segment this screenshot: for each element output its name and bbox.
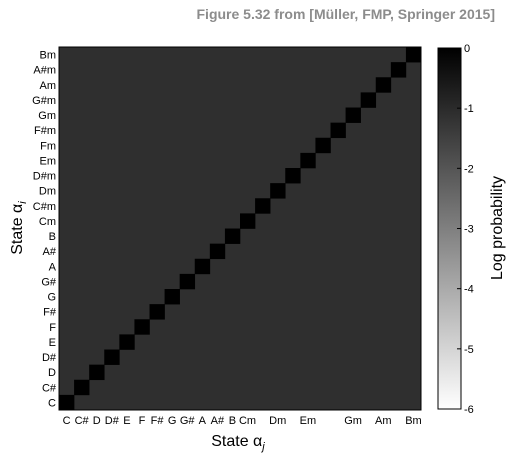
y-axis-label-subscript: i — [17, 201, 29, 204]
heatmap-cell-fsharp — [149, 304, 165, 320]
y-tick-label: F — [49, 322, 56, 334]
y-tick-label: A — [49, 261, 57, 273]
x-tick-label: Gm — [344, 415, 362, 427]
colorbar-tick-label: -2 — [464, 163, 474, 175]
heatmap-cell-bm — [405, 47, 422, 63]
y-tick-label: Dm — [39, 186, 56, 198]
x-axis-label: State αj — [211, 433, 265, 453]
x-tick-label: Bm — [405, 415, 422, 427]
heatmap-cell-csharpm — [255, 198, 271, 214]
heatmap-cell-f — [134, 319, 150, 335]
y-tick-label: A# — [43, 246, 57, 258]
x-tick-label: C# — [75, 415, 90, 427]
y-tick-label: C#m — [33, 201, 56, 213]
x-tick-label: A — [199, 415, 207, 427]
heatmap-cell-a — [194, 258, 211, 275]
heatmap-cell-asharp — [209, 243, 226, 260]
x-axis-label-main: State α — [211, 433, 262, 450]
y-tick-label: C — [48, 397, 56, 409]
y-tick-label: C# — [42, 382, 57, 394]
x-axis-label-subscript: j — [260, 441, 265, 453]
heatmap-cell-em — [300, 152, 316, 169]
y-tick-label: Em — [40, 155, 57, 167]
y-tick-label: D#m — [33, 171, 56, 183]
plot-frame — [58, 46, 422, 411]
x-tick-label: G# — [180, 415, 196, 427]
heatmap-cell-dsharpm — [285, 168, 301, 184]
y-tick-label: G# — [41, 276, 57, 288]
colorbar-tick-label: -4 — [464, 284, 474, 296]
y-tick-label: G#m — [32, 95, 56, 107]
heatmap-cell-csharp — [74, 379, 90, 396]
y-tick-label: F# — [43, 307, 57, 319]
y-tick-label: A#m — [33, 65, 56, 77]
x-tick-label: D# — [105, 415, 120, 427]
y-tick-label: Bm — [40, 50, 57, 62]
y-axis-label-main: State α — [9, 204, 26, 255]
heatmap-cell-e — [119, 334, 135, 350]
y-tick-label: F#m — [34, 125, 56, 137]
figure-caption: Figure 5.32 from [Müller, FMP, Springer … — [196, 6, 496, 22]
heatmap-cell-fsharpm — [330, 122, 346, 139]
x-tick-label: E — [123, 415, 130, 427]
x-tick-label: Cm — [239, 415, 256, 427]
y-tick-label: B — [49, 231, 56, 243]
x-tick-label: A# — [211, 415, 225, 427]
colorbar-tick-label: -3 — [464, 224, 474, 236]
x-tick-labels: C C# D D# E F F# G G# A A# B Cm Dm Em Gm Am Bm — [63, 415, 422, 427]
colorbar-tick-label: -1 — [464, 103, 474, 115]
y-tick-label: G — [47, 292, 56, 304]
x-tick-label: F# — [151, 415, 165, 427]
x-tick-label: Em — [300, 415, 317, 427]
colorbar-ticks: 0 -1 -2 -3 -4 -5 -6 — [457, 43, 474, 416]
y-tick-label: Fm — [40, 140, 56, 152]
y-tick-label: Am — [40, 80, 57, 92]
x-tick-label: F — [139, 415, 146, 427]
y-tick-label: Cm — [39, 216, 56, 228]
plot-area — [58, 46, 422, 411]
colorbar-tick-label: -6 — [464, 404, 474, 416]
heatmap-cell-asharpm — [390, 62, 407, 78]
heatmap-cell-gsharp — [179, 273, 196, 290]
x-tick-label: Am — [375, 415, 392, 427]
colorbar: 0 -1 -2 -3 -4 -5 -6 Log probability — [437, 43, 506, 416]
y-tick-label: D# — [42, 352, 57, 364]
y-tick-label: E — [49, 337, 56, 349]
heatmap-cells — [59, 47, 422, 411]
heatmap-cell-dsharp — [104, 349, 120, 365]
x-tick-label: Dm — [269, 415, 286, 427]
heatmap-cell-fm — [315, 137, 331, 154]
x-tick-label: D — [93, 415, 101, 427]
y-tick-labels: C C# D D# EF F# G G# A A# B Cm C#m Dm D#m Em Fm F#m Gm G#m A… — [32, 50, 57, 410]
heatmap-cell-gsharpm — [360, 92, 377, 108]
heatmap-cell-d — [89, 364, 105, 381]
x-tick-label: B — [229, 415, 236, 427]
colorbar-label: Log probability — [489, 176, 506, 280]
heatmap-cell-b — [224, 228, 241, 244]
heatmap-cell-g — [164, 289, 180, 305]
y-tick-label: Gm — [38, 110, 56, 122]
y-axis-label: State αi — [9, 201, 29, 255]
x-tick-label: C — [63, 415, 71, 427]
heatmap-cell-c — [59, 394, 75, 411]
heatmap-cell-am — [375, 77, 392, 93]
colorbar-tick-label: -5 — [464, 344, 474, 356]
heatmap-cell-dm — [270, 183, 286, 199]
x-tick-label: G — [168, 415, 177, 427]
colorbar-tick-label: 0 — [464, 43, 470, 55]
y-tick-label: D — [48, 367, 56, 379]
heatmap-cell-gm — [345, 107, 361, 123]
heatmap-cell-cm — [240, 213, 256, 229]
